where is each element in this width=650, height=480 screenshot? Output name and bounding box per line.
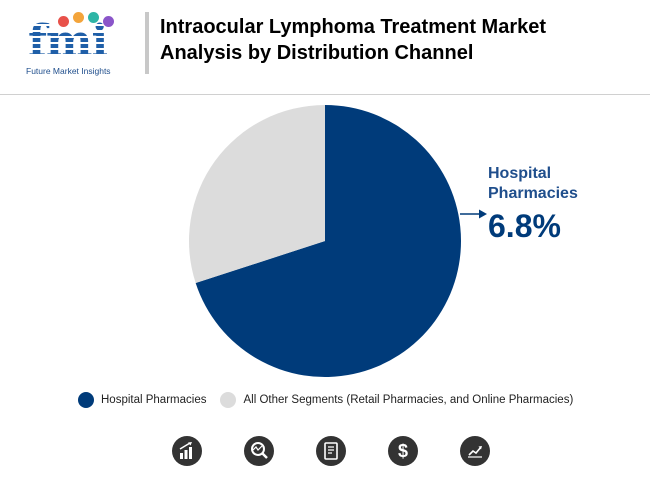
pie-slice-other-segments [188, 104, 325, 284]
fmi-logo: fmi Future Market Insights [22, 12, 134, 78]
callout-arrow [460, 209, 487, 219]
header-divider [145, 12, 149, 74]
legend-swatch [220, 392, 237, 408]
header: fmi Future Market Insights Intraocular L… [0, 0, 650, 94]
growth-chart-icon [172, 436, 202, 466]
logo-dot [103, 16, 114, 27]
legend-label: All Other Segments (Retail Pharmacies, a… [243, 394, 574, 406]
logo-subtitle: Future Market Insights [26, 66, 111, 76]
callout-value: 6.8% [488, 208, 561, 244]
legend-item-hospital: Hospital Pharmacies [78, 392, 206, 408]
header-rule [0, 94, 650, 95]
legend-item-other: All Other Segments (Retail Pharmacies, a… [220, 392, 573, 408]
logo-dot [73, 12, 84, 23]
callout: Hospital Pharmacies 6.8% [488, 164, 608, 246]
callout-arrow-head [479, 209, 487, 219]
legend: Hospital Pharmacies All Other Segments (… [78, 392, 587, 408]
report-document-icon [316, 436, 346, 466]
chart-title: Intraocular Lymphoma Treatment Market An… [160, 16, 547, 64]
legend-label: Hospital Pharmacies [101, 394, 207, 406]
dollar-icon: $ [388, 436, 418, 466]
callout-label: Hospital Pharmacies [488, 165, 578, 202]
legend-swatch [78, 392, 94, 408]
logo-dot [88, 12, 99, 23]
logo-wordmark: fmi [28, 16, 108, 67]
magnify-analysis-icon [244, 436, 274, 466]
svg-text:$: $ [398, 441, 408, 461]
trend-chart-icon [460, 436, 490, 466]
logo-dot [58, 16, 69, 27]
pie-slice-hospital-pharmacies [195, 105, 461, 377]
footer-icons: $ [0, 436, 650, 470]
